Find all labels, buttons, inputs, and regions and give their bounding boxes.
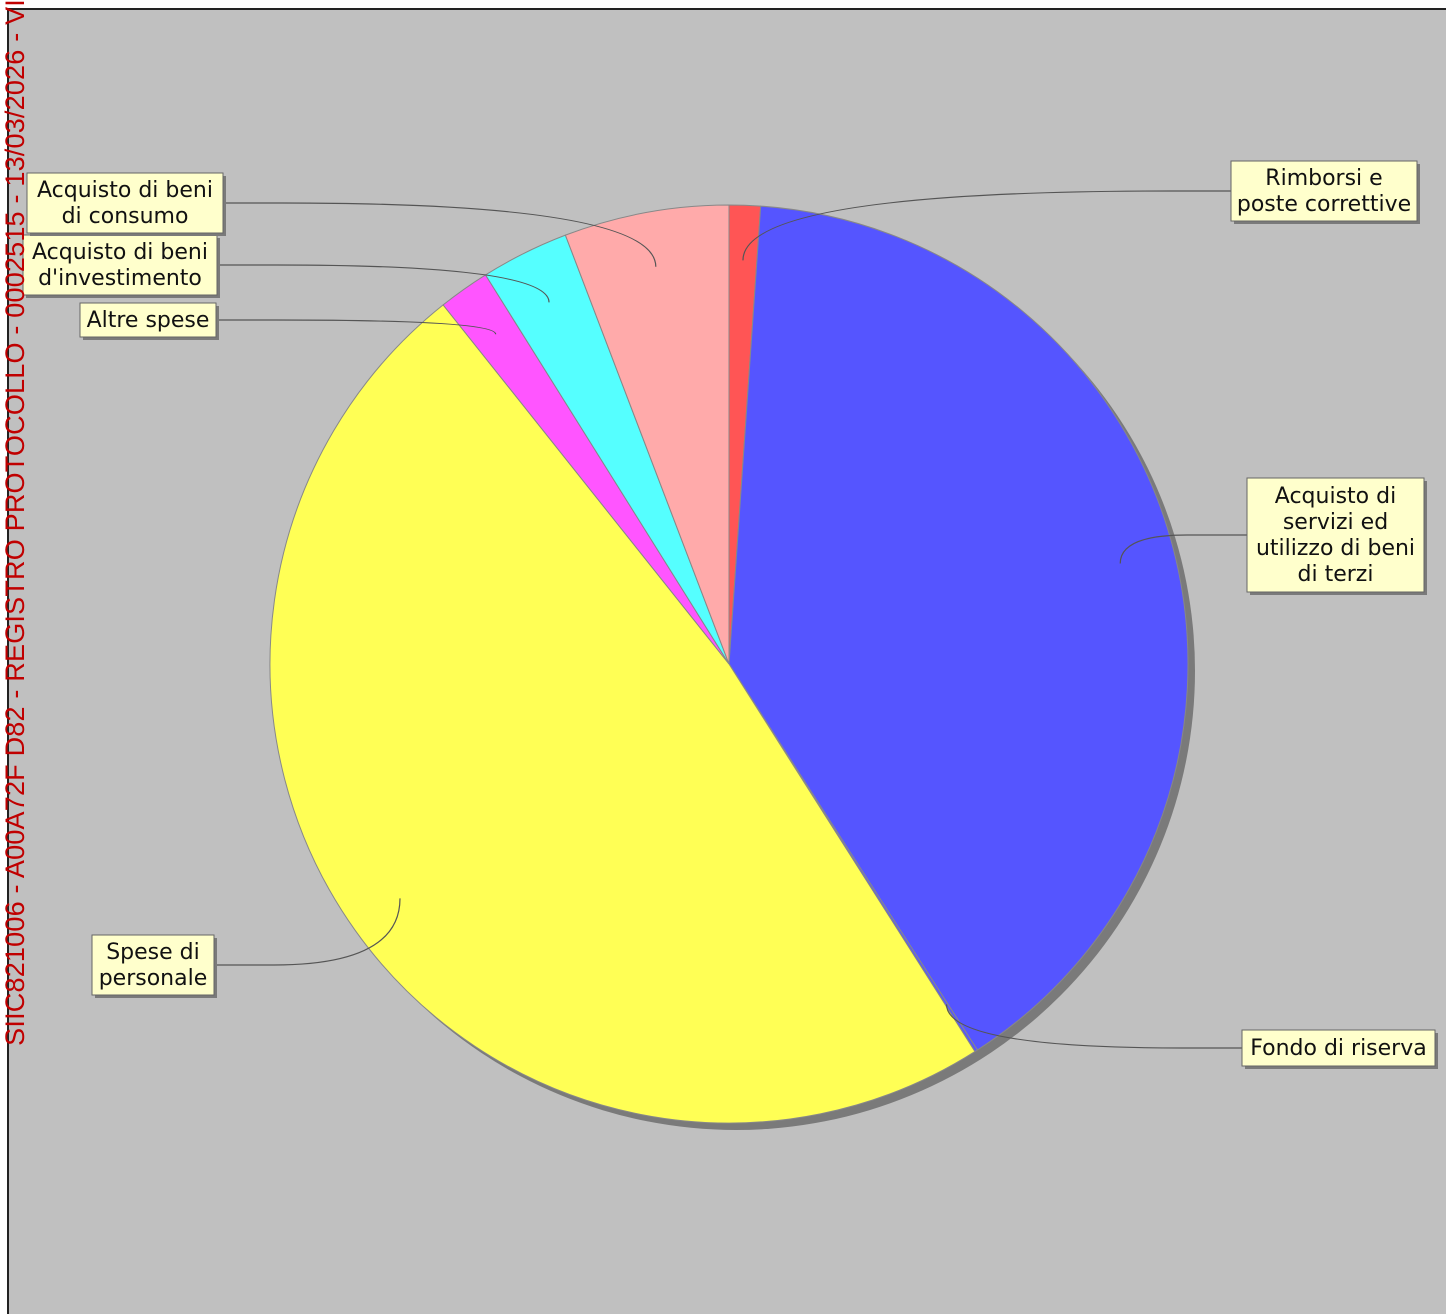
leader-line-fondo-di-riserva [945,1004,1242,1049]
protocol-stamp-text: SIIC821006 - A00A72F D82 - REGISTRO PROT… [0,0,30,1046]
slice-label-rimborsi-e-poste-correttive: Rimborsi e poste correttive [1230,160,1420,224]
slice-label-acquisto-di-beni-d-investimento: Acquisto di beni d'investimento [22,234,220,298]
leader-line-acquisto-di-servizi-ed-utilizzo-di-beni-di-terzi [1119,534,1247,564]
pie-chart: Rimborsi e poste correttive Acquisto di ser… [22,160,1438,1130]
slice-label-text: Rimborsi e poste correttive [1237,166,1411,217]
leader-line-acquisto-di-beni-di-consumo [223,202,657,267]
slice-label-spese-di-personale: Spese di personale [91,934,217,998]
leader-line-rimborsi-e-poste-correttive [742,190,1231,261]
pie-slice-acquisto-di-servizi-ed-utilizzo-di-beni-di-terzi [728,205,1189,1051]
chart-area: Rimborsi e poste correttive Acquisto di ser… [7,8,1446,1314]
slice-label-text: Altre spese [87,308,210,333]
slice-label-text: Acquisto di beni di consumo [37,178,213,229]
slice-label-text: Fondo di riserva [1250,1036,1426,1061]
slice-label-text: Acquisto di beni d'investimento [32,240,208,291]
leader-line-altre-spese [216,319,497,335]
leader-line-spese-di-personale [214,898,401,966]
pie-slice-acquisto-di-beni-di-consumo [564,204,730,665]
slice-label-altre-spese: Altre spese [79,302,219,340]
slice-label-fondo-di-riserva: Fondo di riserva [1241,1029,1438,1069]
leader-line-acquisto-di-beni-d-investimento [217,264,550,303]
slice-label-text: Spese di personale [99,940,208,991]
slice-label-text: Acquisto di servizi ed utilizzo di beni di … [1256,484,1415,587]
protocol-stamp: SIIC821006 - A00A72F D82 - REGISTRO PROT… [0,0,30,1240]
pie-slice-spese-di-personale [269,304,976,1124]
slice-label-acquisto-di-servizi-ed-utilizzo-di-beni-di-terzi: Acquisto di servizi ed utilizzo di beni di … [1246,477,1427,595]
slice-label-acquisto-di-beni-di-consumo: Acquisto di beni di consumo [26,172,226,236]
